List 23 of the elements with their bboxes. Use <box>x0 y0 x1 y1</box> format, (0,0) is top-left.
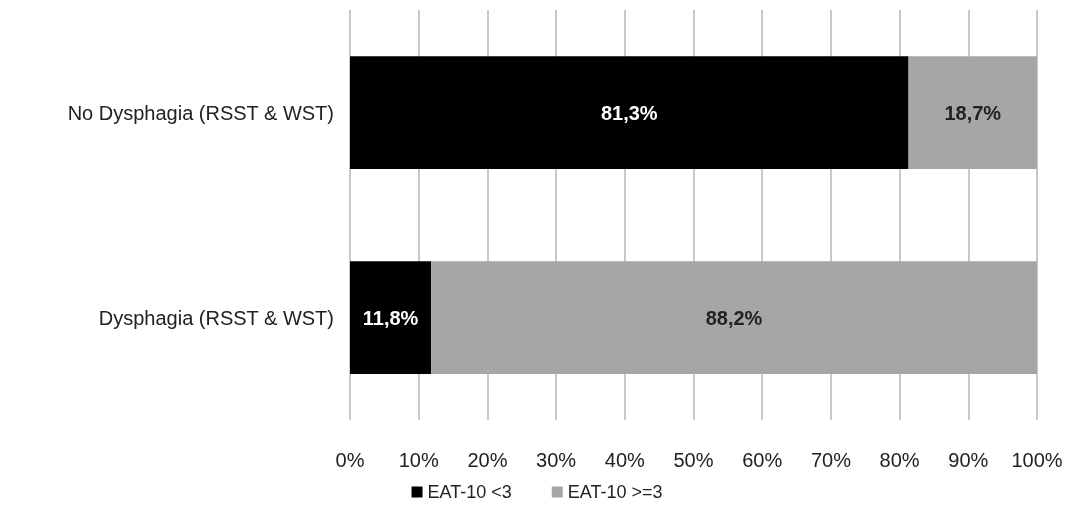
data-label: 11,8% <box>362 306 419 329</box>
bar <box>350 56 909 169</box>
data-label: 88,2% <box>705 306 763 329</box>
bar <box>350 261 432 374</box>
x-tick-label: 90% <box>948 449 989 471</box>
legend-label: EAT-10 >=3 <box>567 482 663 502</box>
data-label: 18,7% <box>944 101 1002 124</box>
x-tick-label: 80% <box>879 449 920 471</box>
x-tick-label: 60% <box>742 449 783 471</box>
data-label: 81,3% <box>600 101 658 124</box>
bar <box>908 56 1037 169</box>
x-tick-label: 30% <box>536 449 577 471</box>
bar <box>431 261 1037 374</box>
x-tick-label: 0% <box>335 449 365 471</box>
x-tick-label: 10% <box>398 449 439 471</box>
x-tick-label: 50% <box>673 449 714 471</box>
legend-label: EAT-10 <3 <box>427 482 512 502</box>
x-tick-label: 100% <box>1011 449 1063 471</box>
x-tick-label: 20% <box>467 449 508 471</box>
x-tick-label: 40% <box>604 449 646 471</box>
y-tick-label: No Dysphagia (RSST & WST) <box>67 101 334 124</box>
x-tick-label: 70% <box>810 449 852 471</box>
y-tick-label: Dysphagia (RSST & WST) <box>98 306 334 329</box>
